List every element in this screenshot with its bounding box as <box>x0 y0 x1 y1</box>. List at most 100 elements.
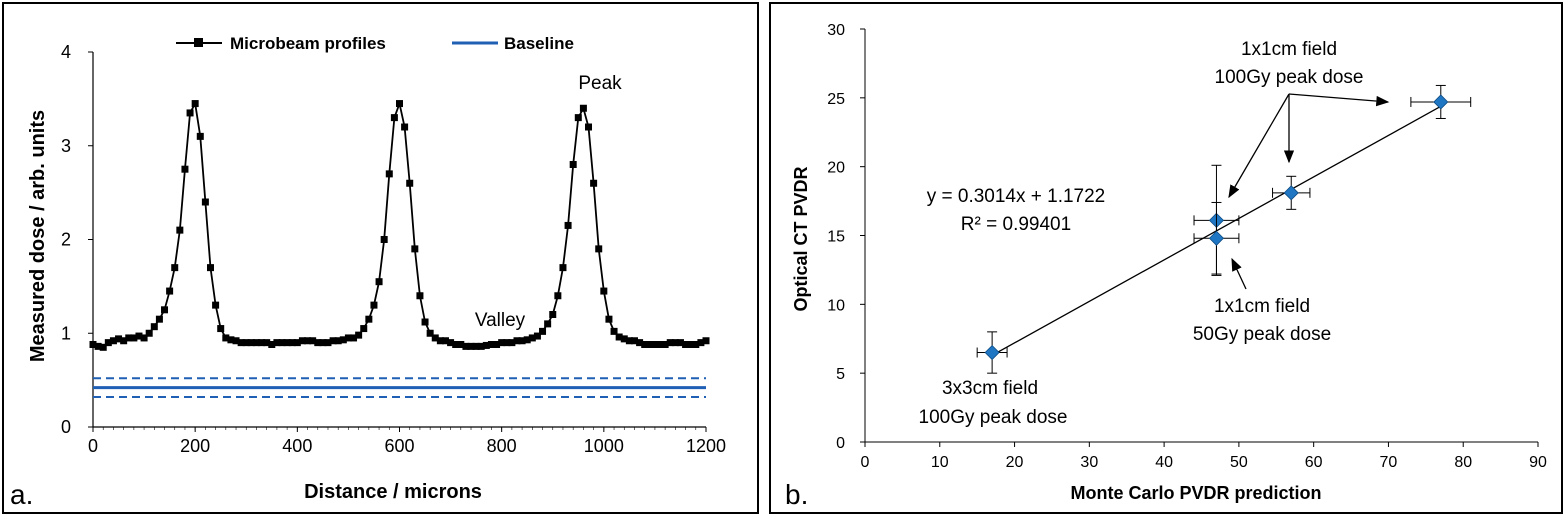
panel-label-b: b. <box>785 479 808 510</box>
chart-panel-b: 0 10 20 30 40 50 60 70 80 90 0 5 10 15 20 25 30 Monte Ca… <box>769 2 1563 514</box>
microbeam-data-point <box>574 114 582 122</box>
microbeam-data-point <box>155 315 163 323</box>
x-tick-label: 200 <box>180 436 210 456</box>
microbeam-data-point <box>324 339 332 347</box>
microbeam-data-point <box>120 337 128 345</box>
x-tick-label: 40 <box>1155 454 1173 471</box>
microbeam-data-point <box>411 245 419 253</box>
microbeam-data-point <box>171 264 179 272</box>
microbeam-data-point <box>201 198 209 206</box>
data-point-group <box>976 331 1008 374</box>
microbeam-data-point <box>646 341 654 348</box>
microbeam-data-point <box>564 221 572 229</box>
microbeam-data-point <box>115 335 123 343</box>
microbeam-data-point <box>687 341 695 348</box>
microbeam-data-point <box>651 341 659 348</box>
microbeam-data-point <box>314 339 322 347</box>
microbeam-data-point <box>319 339 327 347</box>
y-axis-title: Optical CT PVDR <box>791 166 811 311</box>
microbeam-data-point <box>360 325 368 333</box>
x-tick-label: 0 <box>88 436 98 456</box>
microbeam-data-point <box>130 334 138 342</box>
x-tick-label: 10 <box>931 454 949 471</box>
microbeam-data-point <box>508 339 516 347</box>
microbeam-data-point <box>161 306 169 314</box>
microbeam-data-point <box>237 339 245 347</box>
microbeam-data-point <box>523 336 531 344</box>
microbeam-data-point <box>656 341 664 348</box>
x-tick-label: 1200 <box>686 436 726 456</box>
arrow-to-77 <box>1288 93 1390 107</box>
microbeam-data-point <box>539 327 547 335</box>
microbeam-data-point <box>140 334 148 342</box>
microbeam-data-point <box>487 341 495 348</box>
microbeam-data-point <box>191 100 199 108</box>
pvdr-scatter-chart: 0 10 20 30 40 50 60 70 80 90 0 5 10 15 20 25 30 Monte Ca… <box>785 22 1547 510</box>
microbeam-data-point <box>273 339 281 347</box>
microbeam-data-point <box>206 264 214 272</box>
microbeam-data-point <box>104 339 112 347</box>
y-tick-label: 0 <box>836 435 845 452</box>
chart-panel-a: 0 200 400 600 800 1000 1200 0 1 2 3 4 Distance / mi… <box>2 2 759 514</box>
microbeam-data-point <box>252 339 260 347</box>
microbeam-data-point <box>467 342 475 350</box>
microbeam-data-point <box>344 334 352 342</box>
microbeam-data-point <box>421 318 429 326</box>
x-tick-label: 1000 <box>584 436 624 456</box>
annotation-3x3-100gy-line1: 3x3cm field <box>942 378 1038 399</box>
microbeam-data-point <box>212 301 220 309</box>
microbeam-data-point <box>436 337 444 345</box>
microbeam-data-point <box>370 301 378 309</box>
data-point-group <box>1272 175 1311 210</box>
diamond-data-point <box>984 344 1000 361</box>
diamond-data-point <box>1208 230 1225 246</box>
microbeam-data-point <box>390 114 398 122</box>
microbeam-data-point <box>457 341 465 348</box>
microbeam-data-point <box>702 337 710 345</box>
microbeam-data-point <box>288 339 296 347</box>
y-tick-label: 2 <box>61 230 71 250</box>
y-tick-label: 20 <box>827 160 845 177</box>
microbeam-data-point <box>544 320 552 328</box>
microbeam-data-point <box>513 337 521 345</box>
y-tick-label: 15 <box>827 229 845 246</box>
annotation-1x1-100gy-line1: 1x1cm field <box>1241 39 1337 60</box>
microbeam-data-point <box>585 123 593 131</box>
microbeam-data-point <box>416 292 424 300</box>
legend-baseline-label: Baseline <box>504 34 574 53</box>
annotation-valley: Valley <box>475 310 526 331</box>
annotation-3x3-100gy-line2: 100Gy peak dose <box>919 407 1068 428</box>
microbeam-data-point <box>493 341 501 348</box>
x-tick-label: 60 <box>1305 454 1323 471</box>
microbeam-data-point <box>682 341 690 348</box>
microbeam-data-point <box>636 339 644 347</box>
microbeam-data-point <box>232 337 240 345</box>
x-tick-label: 70 <box>1380 454 1398 471</box>
microbeam-data-point <box>692 341 700 348</box>
y-axis-title: Measured dose / arb. units <box>27 110 49 362</box>
microbeam-data-point <box>125 334 133 342</box>
microbeam-data-point <box>217 325 225 333</box>
microbeam-data-point <box>554 292 562 300</box>
microbeam-data-point <box>569 161 577 168</box>
microbeam-data-point <box>697 339 705 347</box>
y-tick-label: 0 <box>61 417 71 437</box>
microbeam-data-point <box>605 315 613 323</box>
annotation-1x1-50gy-line1: 1x1cm field <box>1214 296 1310 317</box>
panel-label-a: a. <box>10 479 33 510</box>
annotation-arrows <box>1228 93 1390 290</box>
microbeam-data-point <box>94 342 102 350</box>
legend-microbeam-label: Microbeam profiles <box>230 34 386 53</box>
y-tick-label: 4 <box>61 42 71 62</box>
annotation-1x1-100gy-line2: 100Gy peak dose <box>1215 67 1364 88</box>
microbeam-data-point <box>293 339 301 347</box>
microbeam-data-point <box>263 339 271 347</box>
microbeam-data-point <box>431 334 439 342</box>
microbeam-data-point <box>365 315 373 323</box>
data-point-group <box>1410 84 1472 119</box>
annotation-peak: Peak <box>578 73 622 94</box>
microbeam-data-point <box>600 287 608 295</box>
microbeam-data-point <box>150 323 158 331</box>
microbeam-data-point <box>579 104 587 112</box>
microbeam-data-point <box>477 342 485 350</box>
